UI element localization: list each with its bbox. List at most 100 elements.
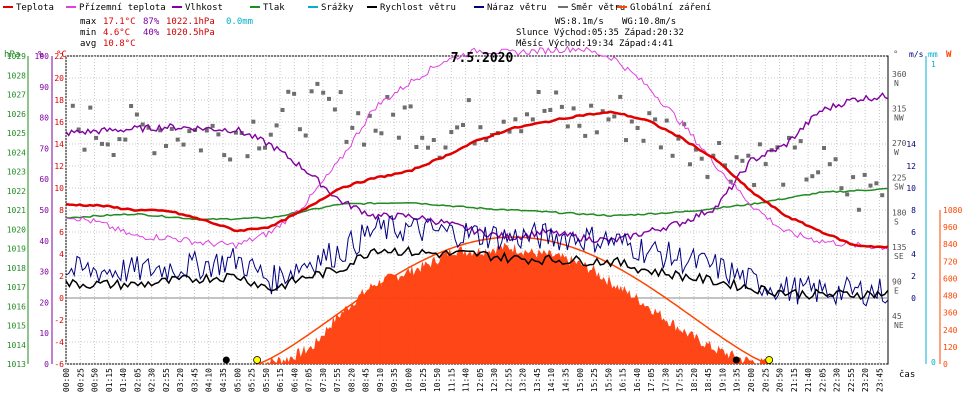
time-tick-label: 08:20 — [347, 368, 356, 392]
time-tick-label: 12:30 — [490, 368, 499, 392]
time-tick-label: 21:15 — [790, 368, 799, 392]
direction-tick-compass: SW — [894, 183, 904, 192]
wind-direction-point — [245, 154, 250, 159]
pressure-tick-label: 1020 — [7, 225, 26, 234]
time-tick-label: 17:55 — [676, 368, 685, 392]
wind-direction-point — [804, 177, 809, 182]
wind-direction-point — [263, 145, 267, 150]
wind-direction-point — [664, 118, 669, 123]
wind-direction-point — [181, 142, 186, 147]
wind-direction-point — [618, 94, 623, 99]
wind-direction-point — [198, 148, 203, 153]
wind-direction-point — [367, 113, 372, 118]
wind-direction-point — [303, 133, 308, 138]
wind-direction-point — [350, 125, 355, 130]
time-tick-label: 11:40 — [462, 368, 471, 392]
time-tick-label: 16:15 — [619, 368, 628, 392]
wind-direction-point — [228, 157, 233, 162]
temperature-axis-unit: °C — [56, 50, 67, 60]
wind-direction-point — [164, 144, 168, 148]
radiation-tick-label: 720 — [943, 257, 958, 266]
time-tick-label: 06:15 — [276, 368, 285, 392]
wind-direction-point — [711, 153, 716, 158]
time-tick-label: 22:05 — [818, 368, 827, 392]
wind-direction-point — [251, 119, 256, 124]
time-tick-label: 23:45 — [875, 368, 884, 392]
wind-direction-point — [880, 193, 885, 198]
pressure-tick-label: 1024 — [7, 148, 26, 157]
time-tick-label: 01:40 — [119, 368, 128, 392]
wind-direction-point — [274, 123, 279, 128]
wind-direction-point — [792, 145, 797, 150]
wind-direction-point — [851, 175, 856, 180]
wind-tick-label: 4 — [911, 250, 916, 259]
wind-direction-point — [396, 135, 401, 140]
wind-direction-point — [763, 162, 768, 167]
wind-direction-point — [420, 135, 425, 140]
humidity-tick-label: 60 — [39, 175, 49, 184]
wind-direction-point — [635, 126, 640, 130]
temperature-tick-label: 16 — [54, 118, 64, 127]
time-tick-label: 00:25 — [76, 368, 85, 392]
sun-sunset-marker — [765, 356, 774, 364]
time-tick-label: 03:20 — [176, 368, 185, 392]
wind-direction-point — [321, 90, 326, 95]
humidity-tick-label: 100 — [35, 52, 50, 61]
wind-direction-point — [82, 147, 87, 152]
humidity-tick-label: 20 — [39, 298, 49, 307]
time-tick-label: 15:25 — [590, 368, 599, 392]
direction-tick-compass: NE — [894, 321, 904, 330]
time-tick-label: 12:05 — [476, 368, 485, 392]
time-axis-unit: čas — [899, 369, 915, 380]
wind-direction-point — [123, 137, 128, 142]
wind-direction-point — [583, 133, 588, 138]
stats-label: avg — [80, 39, 96, 49]
time-tick-label: 08:45 — [362, 368, 371, 392]
wind-direction-point — [292, 91, 297, 96]
direction-tick-compass: S — [894, 217, 899, 226]
humidity-tick-label: 0 — [44, 360, 49, 369]
time-tick-label: 15:50 — [604, 368, 613, 392]
wind-direction-point — [449, 130, 454, 134]
wind-tick-label: 8 — [911, 206, 916, 215]
humidity-tick-label: 90 — [39, 83, 49, 92]
wind-direction-point — [379, 131, 384, 136]
time-tick-label: 00:00 — [62, 368, 71, 392]
wind-direction-point — [362, 142, 366, 147]
time-tick-label: 09:10 — [376, 368, 385, 392]
wind-direction-point — [746, 153, 751, 158]
wind-direction-point — [315, 81, 320, 86]
wind-direction-point — [344, 139, 349, 144]
wind-direction-point — [146, 125, 151, 130]
wind-direction-point — [612, 114, 617, 119]
pressure-tick-label: 1025 — [7, 129, 26, 138]
time-tick-label: 21:40 — [804, 368, 813, 392]
stats-rain: 0.0mm — [226, 17, 253, 27]
pressure-tick-label: 1019 — [7, 245, 26, 254]
time-tick-label: 20:50 — [776, 368, 785, 392]
wind-direction-point — [559, 104, 564, 109]
time-tick-label: 13:45 — [533, 368, 542, 392]
wind-direction-point — [94, 135, 99, 140]
wind-direction-point — [530, 117, 535, 122]
wind-direction-point — [414, 145, 419, 149]
time-tick-label: 16:40 — [633, 368, 642, 392]
wind-direction-point — [787, 135, 791, 140]
time-tick-label: 20:00 — [747, 368, 756, 392]
wind-direction-point — [507, 129, 512, 134]
wind-direction-point — [822, 146, 826, 150]
wind-direction-point — [327, 96, 331, 101]
radiation-area — [66, 242, 888, 364]
time-tick-label: 17:30 — [661, 368, 670, 392]
time-tick-label: 01:15 — [105, 368, 114, 392]
radiation-tick-label: 120 — [943, 343, 958, 352]
direction-tick-degrees: 225 — [892, 174, 907, 183]
direction-tick-compass: E — [894, 286, 899, 295]
time-tick-label: 10:25 — [419, 368, 428, 392]
rain-axis-unit: mm — [928, 50, 938, 59]
time-tick-label: 02:55 — [162, 368, 171, 392]
direction-tick-compass: W — [894, 148, 899, 157]
wind-direction-point — [105, 142, 110, 147]
